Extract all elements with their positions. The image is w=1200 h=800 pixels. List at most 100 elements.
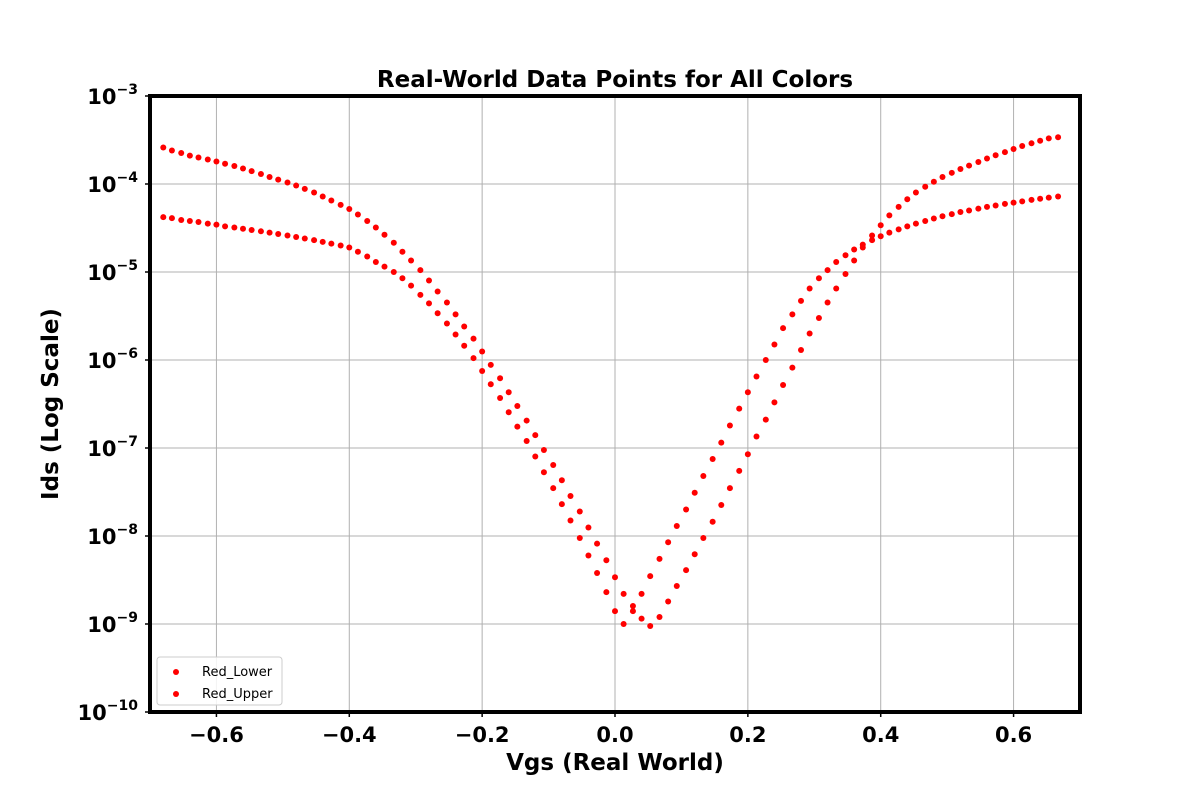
data-point bbox=[1028, 196, 1035, 203]
data-point bbox=[1010, 145, 1017, 152]
data-point bbox=[417, 267, 424, 274]
data-point bbox=[284, 179, 291, 186]
data-point bbox=[1001, 200, 1008, 207]
y-tick-label: 10−9 bbox=[87, 610, 138, 637]
data-point bbox=[683, 567, 690, 574]
data-point bbox=[806, 330, 813, 337]
y-tick-label: 10−6 bbox=[87, 346, 138, 373]
data-point bbox=[266, 174, 273, 181]
data-point bbox=[629, 603, 636, 610]
data-point bbox=[806, 285, 813, 292]
data-point bbox=[426, 277, 432, 284]
data-point bbox=[939, 174, 946, 181]
data-point bbox=[957, 166, 964, 173]
y-tick-label: 10−3 bbox=[87, 82, 138, 109]
data-point bbox=[683, 506, 690, 513]
data-point bbox=[771, 399, 778, 406]
data-point bbox=[957, 209, 964, 216]
data-point bbox=[620, 590, 627, 597]
series-red-lower bbox=[160, 193, 1062, 627]
data-point bbox=[567, 517, 574, 524]
data-point bbox=[798, 346, 804, 353]
data-point bbox=[204, 220, 211, 227]
data-point bbox=[1028, 140, 1035, 147]
data-point bbox=[842, 270, 849, 277]
data-point bbox=[673, 522, 680, 529]
data-point bbox=[301, 185, 308, 192]
data-point bbox=[390, 239, 397, 246]
data-point bbox=[231, 163, 238, 170]
data-point bbox=[709, 455, 716, 462]
data-point bbox=[346, 205, 353, 212]
data-point bbox=[417, 291, 424, 298]
legend: Red_Lower Red_Upper bbox=[156, 656, 283, 706]
data-point bbox=[762, 416, 769, 423]
data-point bbox=[656, 614, 663, 621]
data-point bbox=[399, 248, 406, 255]
data-point bbox=[736, 405, 743, 412]
data-point bbox=[160, 144, 167, 151]
data-point bbox=[576, 508, 583, 515]
data-point bbox=[505, 389, 512, 396]
data-point bbox=[1019, 198, 1026, 205]
data-point bbox=[240, 165, 246, 172]
data-point bbox=[275, 176, 282, 183]
data-point bbox=[975, 205, 982, 212]
data-point bbox=[789, 311, 796, 318]
data-point bbox=[204, 156, 211, 163]
data-point bbox=[691, 489, 698, 496]
data-point bbox=[647, 622, 654, 629]
data-point bbox=[461, 342, 468, 349]
axis-ticks: −0.6 −0.4 −0.2 0.0 0.2 0.4 0.6 10−3 10−4 10−5 10−6… bbox=[78, 82, 1033, 747]
data-point bbox=[992, 152, 999, 159]
data-point bbox=[629, 608, 636, 615]
data-point bbox=[992, 202, 999, 209]
data-point bbox=[550, 462, 557, 469]
x-tick-label: 0.0 bbox=[596, 723, 633, 747]
data-point bbox=[948, 211, 955, 218]
data-point bbox=[744, 451, 751, 458]
data-point bbox=[612, 574, 618, 581]
data-point bbox=[656, 555, 663, 562]
data-point bbox=[939, 213, 946, 220]
x-tick-label: −0.2 bbox=[455, 723, 510, 747]
data-point bbox=[744, 389, 751, 396]
data-point bbox=[257, 170, 264, 177]
data-point bbox=[514, 403, 521, 410]
data-point bbox=[1001, 149, 1008, 156]
data-point bbox=[594, 569, 601, 576]
data-point bbox=[275, 231, 282, 238]
data-point bbox=[904, 196, 911, 203]
data-point bbox=[523, 438, 530, 445]
data-point bbox=[948, 169, 955, 176]
data-point bbox=[266, 229, 273, 236]
data-point bbox=[700, 534, 707, 541]
data-point bbox=[540, 446, 547, 453]
data-point bbox=[1055, 193, 1062, 200]
data-point bbox=[912, 220, 919, 227]
data-point bbox=[231, 224, 238, 231]
x-tick-label: −0.6 bbox=[189, 723, 244, 747]
data-point bbox=[168, 215, 175, 222]
data-point bbox=[426, 300, 432, 307]
data-point bbox=[638, 590, 645, 597]
data-point bbox=[319, 238, 326, 245]
data-point bbox=[718, 439, 725, 446]
data-point bbox=[665, 539, 672, 546]
data-point bbox=[452, 311, 459, 318]
chart-title: Real-World Data Points for All Colors bbox=[377, 67, 853, 93]
data-point bbox=[470, 355, 477, 362]
data-point bbox=[984, 155, 990, 162]
data-point bbox=[912, 189, 919, 196]
data-point bbox=[434, 288, 441, 295]
data-point bbox=[824, 267, 831, 274]
data-point bbox=[354, 248, 361, 255]
data-point bbox=[487, 381, 494, 388]
data-point bbox=[328, 240, 335, 247]
data-point bbox=[240, 225, 246, 232]
data-point bbox=[1010, 199, 1017, 206]
data-point bbox=[497, 394, 504, 401]
data-point bbox=[532, 453, 539, 460]
data-point bbox=[585, 524, 592, 531]
data-point bbox=[354, 211, 361, 218]
